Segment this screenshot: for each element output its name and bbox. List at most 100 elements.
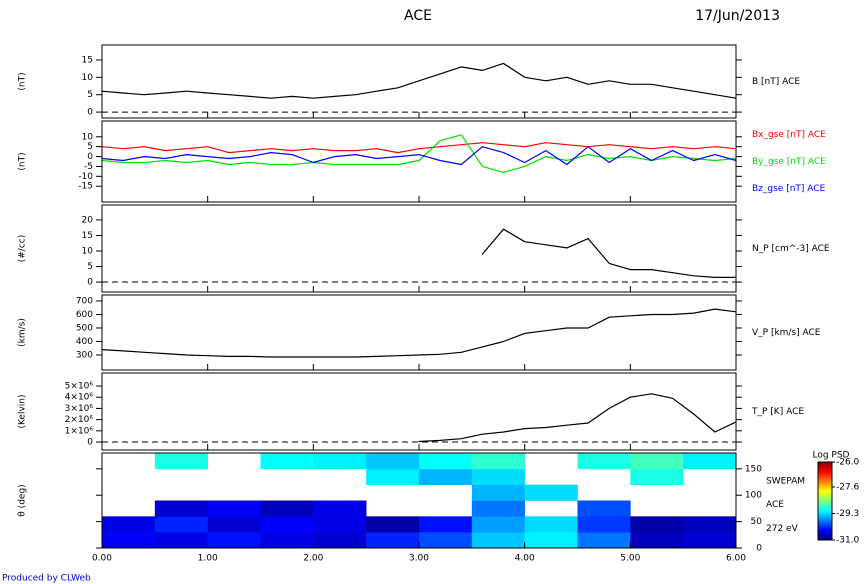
heat-cell — [419, 468, 473, 485]
y-tick-label: 300 — [76, 351, 93, 361]
colorbar-swatch — [818, 475, 832, 477]
colorbar-swatch — [818, 506, 832, 508]
colorbar-swatch — [818, 527, 832, 529]
colorbar-swatch — [818, 489, 832, 492]
colorbar-tick-label: -29.3 — [836, 509, 859, 519]
y-tick-label: -5 — [84, 162, 93, 172]
heat-cell — [260, 532, 314, 549]
colorbar-swatch — [818, 465, 832, 468]
heat-cell — [630, 532, 684, 549]
series-line — [101, 134, 737, 173]
series-label: Bz_gse [nT] ACE — [752, 184, 826, 194]
colorbar-swatch — [818, 517, 832, 520]
heat-cell — [260, 516, 314, 533]
heat-cell — [102, 516, 156, 533]
heat-cell — [154, 532, 208, 549]
y-tick-label: 100 — [745, 491, 762, 501]
colorbar-swatch — [818, 504, 832, 507]
colorbar-swatch — [818, 495, 832, 498]
colorbar-tick-label: -26.0 — [836, 458, 860, 468]
y-tick-label: 0 — [87, 108, 93, 118]
colorbar-swatch — [818, 534, 832, 537]
heat-cell — [313, 516, 367, 533]
y-tick-label: -10 — [78, 172, 93, 182]
colorbar-frame — [817, 461, 833, 541]
y-axis-label: (#/cc) — [18, 235, 28, 263]
x-tick-label: 4.00 — [515, 554, 535, 564]
colorbar-tick-label: -27.6 — [836, 482, 860, 492]
colorbar-swatch — [818, 532, 832, 534]
colorbar-swatch — [818, 520, 832, 523]
heat-cell — [154, 516, 208, 533]
colorbar-swatch — [818, 502, 832, 505]
heat-cell — [207, 500, 261, 517]
colorbar-swatch — [818, 463, 832, 466]
heat-cell — [471, 484, 525, 501]
x-tick-label: 5.00 — [620, 554, 640, 564]
heat-cell — [630, 468, 684, 485]
heat-cell — [577, 500, 631, 517]
heat-cell — [366, 453, 420, 470]
heat-cell — [419, 516, 473, 533]
heat-cell — [577, 532, 631, 549]
heat-cell — [683, 532, 737, 549]
chart-date: 17/Jun/2013 — [695, 8, 780, 24]
y-tick-label: 0 — [87, 278, 93, 288]
heat-cell — [471, 516, 525, 533]
y-axis-label: (Kelvin) — [18, 394, 28, 428]
colorbar-swatch — [818, 488, 832, 490]
colorbar-swatch — [818, 493, 832, 495]
colorbar-swatch — [818, 484, 832, 486]
colorbar-swatch — [818, 481, 832, 484]
colorbar-swatch — [818, 480, 832, 482]
heat-cell — [630, 453, 684, 470]
heat-cell — [630, 516, 684, 533]
heat-cell — [366, 516, 420, 533]
colorbar-swatch — [818, 511, 832, 514]
y-axis-label: (nT) — [18, 152, 28, 170]
heat-cell — [154, 500, 208, 517]
colorbar-tick-label: -31.0 — [836, 536, 860, 546]
y-tick-label: 5 — [87, 262, 93, 272]
colorbar-swatch — [818, 533, 832, 536]
series-line — [101, 228, 737, 278]
heat-cell — [471, 453, 525, 470]
y-axis-label: θ (deg) — [18, 484, 28, 516]
colorbar-swatch — [818, 490, 832, 493]
colorbar-swatch — [818, 516, 832, 519]
colorbar-swatch — [818, 529, 832, 532]
colorbar-swatch — [818, 536, 832, 538]
colorbar-swatch — [818, 521, 832, 524]
y-tick-label: 15 — [82, 231, 93, 241]
heat-cell — [366, 468, 420, 485]
colorbar-swatch — [818, 491, 832, 494]
x-tick-label: 1.00 — [198, 554, 218, 564]
y-tick-label: 15 — [82, 55, 93, 65]
y-tick-label: 150 — [745, 464, 762, 474]
heat-cell — [524, 484, 578, 501]
chart-title: ACE — [404, 8, 432, 24]
colorbar-swatch — [818, 519, 832, 521]
y-tick-label: 20 — [82, 215, 94, 225]
colorbar-swatch — [818, 485, 832, 488]
heat-cell — [471, 500, 525, 517]
heat-cell — [154, 453, 208, 470]
series-line — [101, 393, 737, 443]
y-tick-label: 5 — [87, 90, 93, 100]
colorbar-swatch — [818, 515, 832, 518]
colorbar-swatch — [818, 530, 832, 533]
y-tick-label: 500 — [76, 323, 93, 333]
heat-cell — [524, 532, 578, 549]
colorbar-swatch — [818, 464, 832, 467]
heat-cell — [419, 532, 473, 549]
colorbar-swatch — [818, 477, 832, 480]
colorbar-swatch — [818, 499, 832, 502]
heat-cell — [419, 453, 473, 470]
x-tick-label: 6.00 — [726, 554, 746, 564]
colorbar-swatch — [818, 524, 832, 527]
colorbar-swatch — [818, 498, 832, 501]
heat-cell — [207, 516, 261, 533]
y-tick-label: 5×10⁶ — [65, 382, 94, 392]
footer: Produced by CLWeb — [2, 574, 91, 584]
